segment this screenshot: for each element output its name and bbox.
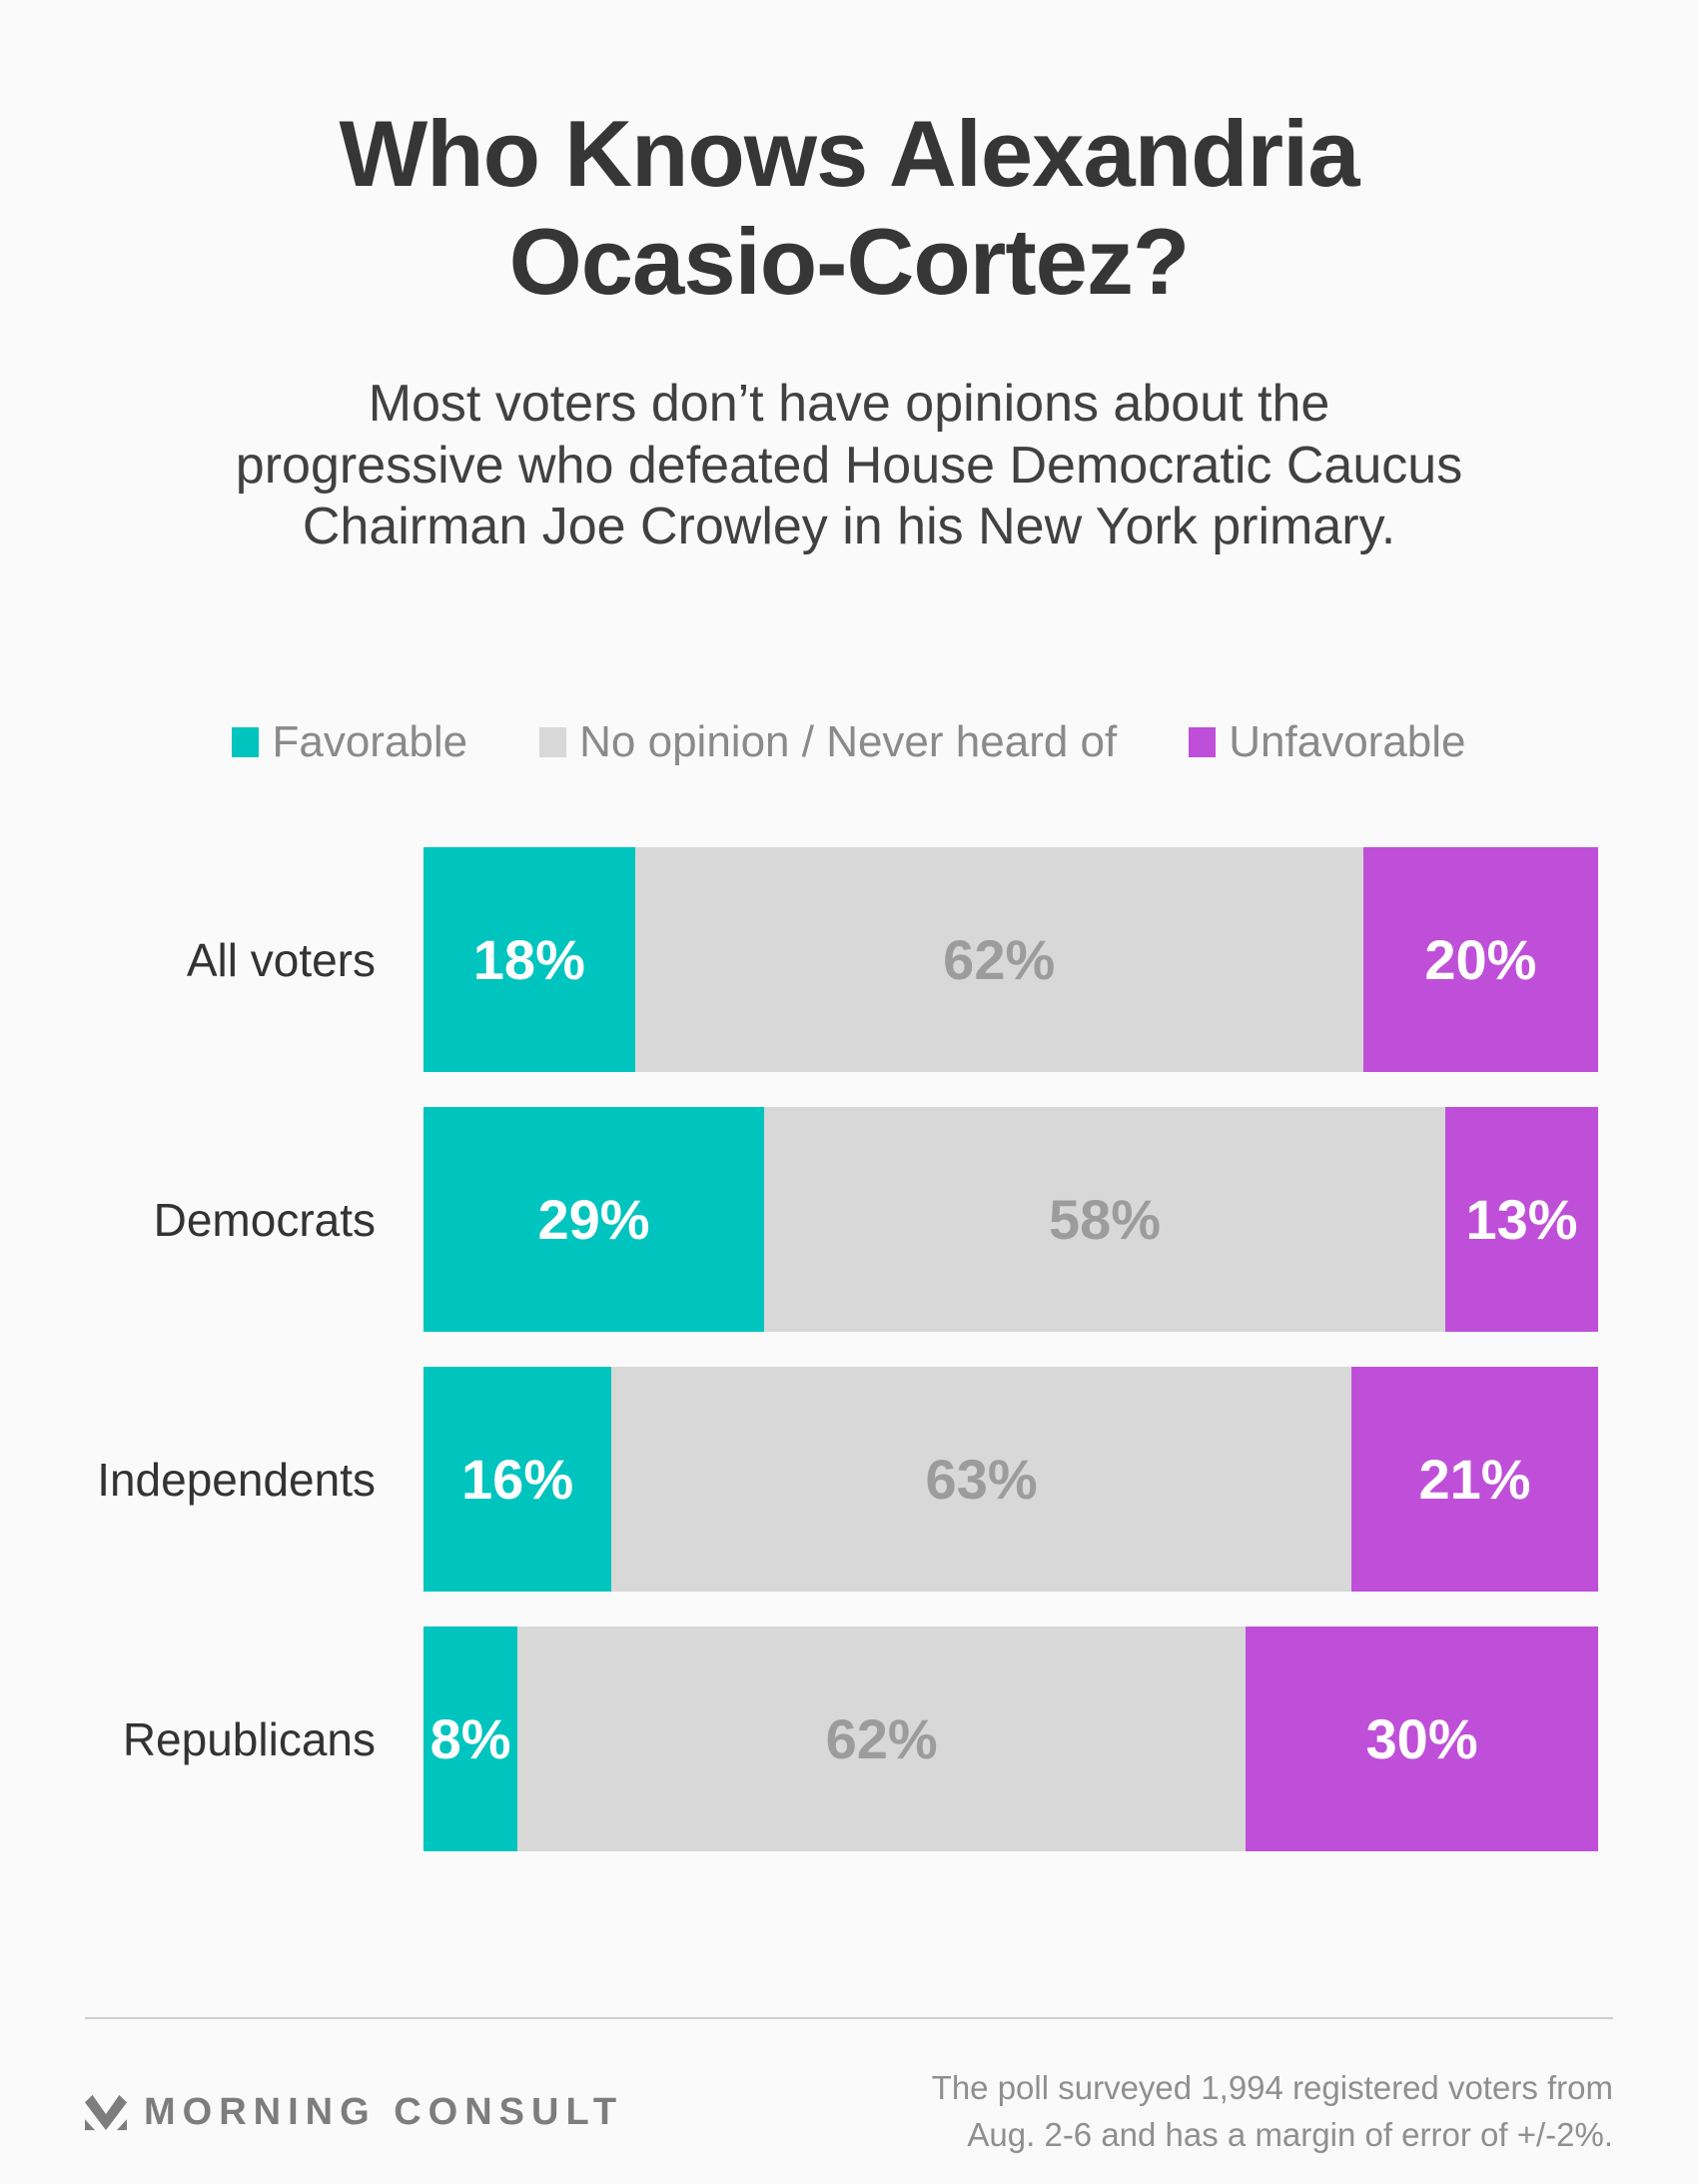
- survey-note-line: The poll surveyed 1,994 registered voter…: [931, 2069, 1613, 2107]
- chart-subtitle: Most voters don’t have opinions about th…: [0, 374, 1698, 557]
- bar-segment: 8%: [424, 1627, 518, 1852]
- row-label: Republicans: [122, 1712, 376, 1765]
- legend-swatch: [539, 727, 567, 758]
- chart-title-line: Ocasio-Cortez?: [508, 209, 1191, 315]
- legend: Favorable No opinion / Never heard of Unfa…: [0, 717, 1698, 767]
- bar-value-label: 58%: [1049, 1188, 1162, 1252]
- survey-note-line: Aug. 2-6 and has a margin of error of +/…: [967, 2116, 1613, 2154]
- divider: [85, 2017, 1613, 2020]
- bar-value-label: 16%: [461, 1448, 574, 1512]
- legend-item: Favorable: [232, 717, 467, 767]
- chart-subtitle-line: progressive who defeated House Democrati…: [235, 436, 1463, 495]
- bar-value-label: 21%: [1418, 1448, 1531, 1512]
- bar-segment: 21%: [1351, 1367, 1598, 1593]
- chart-subtitle-line: Chairman Joe Crowley in his New York pri…: [302, 497, 1396, 555]
- stacked-bar: 8% 62% 30%: [424, 1627, 1598, 1852]
- bar-segment: 16%: [424, 1367, 612, 1593]
- chart-title-line: Who Knows Alexandria: [339, 101, 1359, 206]
- footer: MORNING CONSULT The poll surveyed 1,994 …: [85, 2065, 1613, 2159]
- bar-value-label: 20%: [1424, 928, 1537, 992]
- bar-value-label: 30%: [1365, 1707, 1478, 1771]
- morning-consult-logo: MORNING CONSULT: [85, 2091, 623, 2134]
- bar-value-label: 63%: [925, 1448, 1038, 1512]
- bar-segment: 58%: [764, 1107, 1446, 1333]
- stacked-bar-chart: All voters 18% 62% 20% Democrats 29% 58% 13% Ind…: [0, 847, 1698, 1852]
- logo-wordmark: MORNING CONSULT: [144, 2090, 624, 2133]
- chart-subtitle-line: Most voters don’t have opinions about th…: [368, 375, 1330, 434]
- logo-m-icon: [85, 2094, 127, 2130]
- bar-segment: 18%: [424, 847, 635, 1073]
- chart-row: Republicans 8% 62% 30%: [0, 1627, 1698, 1852]
- row-label: All voters: [186, 933, 376, 986]
- chart-row: All voters 18% 62% 20%: [0, 847, 1698, 1073]
- bar-value-label: 62%: [943, 928, 1056, 992]
- bar-segment: 62%: [517, 1627, 1247, 1852]
- chart-title: Who Knows Alexandria Ocasio-Cortez?: [0, 100, 1698, 316]
- stacked-bar: 18% 62% 20%: [424, 847, 1598, 1073]
- bar-value-label: 8%: [429, 1707, 511, 1771]
- survey-note: The poll surveyed 1,994 registered voter…: [932, 2065, 1613, 2159]
- chart-row: Democrats 29% 58% 13%: [0, 1107, 1698, 1333]
- bar-segment: 29%: [424, 1107, 765, 1333]
- bar-value-label: 18%: [472, 928, 585, 992]
- bar-segment: 30%: [1246, 1627, 1598, 1852]
- bar-segment: 62%: [634, 847, 1363, 1073]
- bar-value-label: 29%: [537, 1188, 650, 1252]
- legend-swatch: [232, 727, 260, 758]
- bar-segment: 20%: [1362, 847, 1598, 1073]
- legend-label: No opinion / Never heard of: [579, 717, 1118, 767]
- row-label: Independents: [97, 1453, 376, 1506]
- bar-value-label: 13%: [1465, 1188, 1578, 1252]
- legend-label: Unfavorable: [1229, 717, 1466, 767]
- bar-segment: 13%: [1445, 1107, 1598, 1333]
- stacked-bar: 29% 58% 13%: [424, 1107, 1598, 1333]
- row-label: Democrats: [153, 1193, 376, 1246]
- bar-value-label: 62%: [825, 1707, 938, 1771]
- legend-item: No opinion / Never heard of: [539, 717, 1117, 767]
- legend-swatch: [1189, 727, 1217, 758]
- legend-label: Favorable: [272, 717, 468, 767]
- stacked-bar: 16% 63% 21%: [424, 1367, 1598, 1593]
- chart-row: Independents 16% 63% 21%: [0, 1367, 1698, 1593]
- legend-item: Unfavorable: [1189, 717, 1466, 767]
- bar-segment: 63%: [611, 1367, 1352, 1593]
